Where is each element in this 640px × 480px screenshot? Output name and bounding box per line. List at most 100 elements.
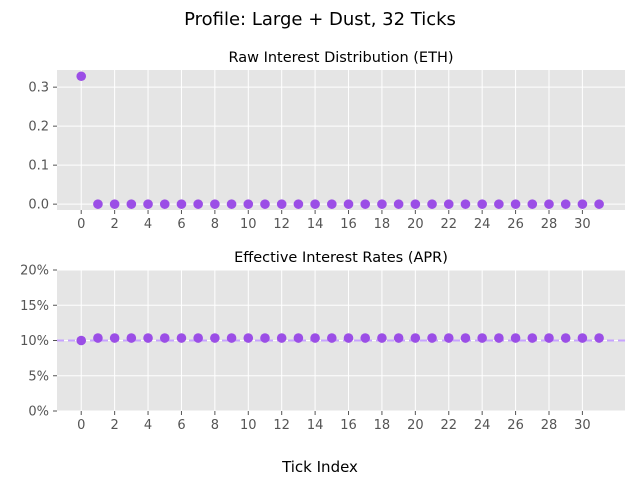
x-tick-label: 22 — [440, 418, 457, 433]
x-tick-label: 10 — [240, 418, 257, 433]
data-point — [293, 199, 304, 209]
data-point — [343, 199, 354, 209]
data-point — [560, 199, 571, 209]
data-point — [76, 335, 87, 346]
data-point — [377, 333, 387, 343]
x-tick-label: 26 — [507, 418, 524, 433]
x-tick-label: 14 — [307, 217, 324, 232]
data-point — [126, 333, 137, 343]
x-tick-label: 18 — [374, 418, 391, 433]
data-point — [460, 333, 471, 343]
data-point — [544, 333, 554, 343]
x-tick-label: 30 — [574, 217, 591, 232]
data-point — [143, 199, 153, 209]
data-point — [360, 199, 371, 209]
data-point — [494, 199, 504, 209]
y-tick-label: 5% — [28, 369, 49, 384]
data-point — [193, 199, 203, 209]
x-axis-label: Tick Index — [281, 458, 358, 476]
x-tick-label: 8 — [211, 418, 219, 433]
y-tick-label: 0.1 — [28, 159, 49, 174]
x-tick-label: 12 — [273, 418, 290, 433]
data-point — [159, 199, 170, 209]
data-point — [510, 199, 521, 209]
x-tick-label: 18 — [374, 217, 391, 232]
data-point — [527, 199, 538, 209]
data-point — [210, 333, 220, 343]
data-point — [594, 333, 604, 343]
y-tick-label: 0.2 — [28, 120, 49, 135]
x-tick-label: 12 — [273, 217, 290, 232]
data-point — [310, 333, 320, 343]
data-point — [276, 333, 287, 343]
data-point — [577, 333, 588, 343]
x-tick-label: 4 — [144, 217, 152, 232]
x-tick-label: 16 — [340, 418, 357, 433]
y-tick-label: 20% — [20, 264, 49, 279]
data-point — [443, 333, 454, 343]
x-tick-label: 6 — [177, 217, 185, 232]
data-point — [109, 199, 120, 209]
data-point — [377, 199, 387, 209]
data-point — [126, 199, 137, 209]
data-point — [510, 333, 521, 343]
data-point — [176, 333, 187, 343]
data-point — [260, 199, 270, 209]
y-tick-label: 0.3 — [28, 81, 49, 96]
plot-area-1 — [57, 70, 625, 210]
data-point — [560, 333, 571, 343]
data-point — [260, 333, 270, 343]
data-point — [226, 333, 237, 343]
data-point — [477, 333, 487, 343]
x-tick-label: 0 — [77, 217, 85, 232]
data-point — [393, 199, 404, 209]
data-point — [360, 333, 371, 343]
x-tick-label: 4 — [144, 418, 152, 433]
data-point — [427, 199, 437, 209]
data-point — [427, 333, 437, 343]
x-tick-label: 26 — [507, 217, 524, 232]
data-point — [109, 333, 120, 343]
data-point — [310, 199, 320, 209]
data-point — [594, 199, 604, 209]
data-point — [494, 333, 504, 343]
data-point — [477, 199, 487, 209]
data-point — [193, 333, 203, 343]
data-point — [276, 199, 287, 209]
x-tick-label: 22 — [440, 217, 457, 232]
x-tick-label: 24 — [474, 217, 491, 232]
x-tick-label: 30 — [574, 418, 591, 433]
x-tick-label: 24 — [474, 418, 491, 433]
figure-title: Profile: Large + Dust, 32 Ticks — [184, 9, 456, 30]
data-point — [143, 333, 153, 343]
x-tick-label: 28 — [541, 418, 558, 433]
data-point — [293, 333, 304, 343]
y-tick-label: 0% — [28, 405, 49, 420]
data-point — [243, 333, 254, 343]
y-tick-label: 15% — [20, 299, 49, 314]
x-tick-label: 16 — [340, 217, 357, 232]
data-point — [159, 333, 170, 343]
data-point — [210, 199, 220, 209]
data-point — [327, 199, 337, 209]
data-point — [410, 199, 421, 209]
y-tick-label: 0.0 — [28, 198, 49, 213]
data-point — [76, 71, 87, 82]
data-point — [93, 199, 103, 209]
data-point — [527, 333, 538, 343]
x-tick-label: 0 — [77, 418, 85, 433]
data-point — [577, 199, 588, 209]
x-tick-label: 20 — [407, 217, 424, 232]
data-point — [544, 199, 554, 209]
data-point — [443, 199, 454, 209]
x-tick-label: 2 — [110, 418, 118, 433]
data-point — [226, 199, 237, 209]
data-point — [343, 333, 354, 343]
x-tick-label: 2 — [110, 217, 118, 232]
x-tick-label: 28 — [541, 217, 558, 232]
data-point — [410, 333, 421, 343]
data-point — [176, 199, 187, 209]
panel-title: Raw Interest Distribution (ETH) — [228, 50, 453, 66]
data-point — [393, 333, 404, 343]
